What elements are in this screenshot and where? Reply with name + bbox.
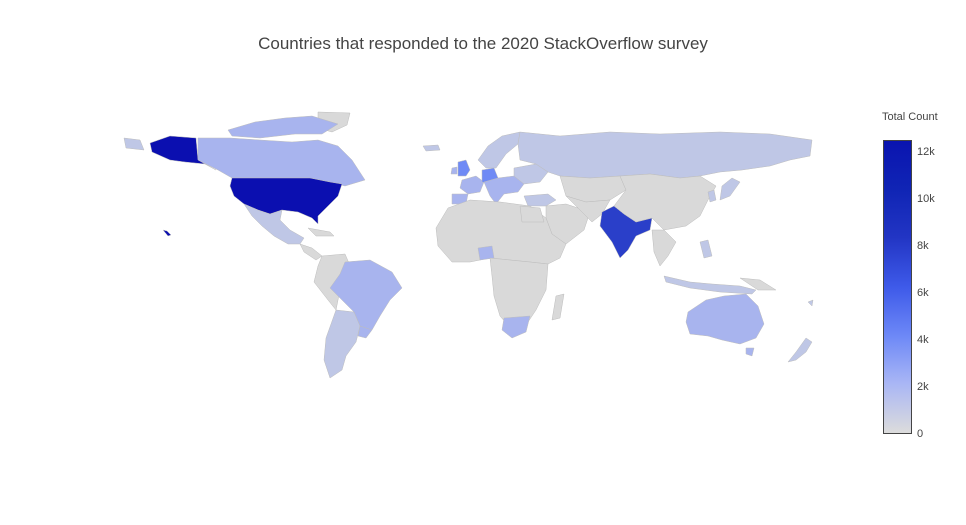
country-china[interactable] bbox=[613, 173, 717, 231]
region-middle-east[interactable] bbox=[523, 193, 557, 207]
colorbar-tick-label: 12k bbox=[917, 145, 935, 158]
country-argentina[interactable] bbox=[323, 309, 361, 379]
colorbar-tick-label: 6k bbox=[917, 286, 929, 299]
country-australia[interactable] bbox=[685, 293, 765, 345]
country-mexico[interactable] bbox=[243, 203, 305, 245]
country-russia-west-edge[interactable] bbox=[123, 137, 145, 151]
country-ireland[interactable] bbox=[450, 166, 458, 175]
country-papua[interactable] bbox=[739, 277, 777, 291]
country-united-kingdom[interactable] bbox=[457, 159, 471, 177]
country-alaska[interactable] bbox=[149, 135, 217, 171]
colorbar-tick-label: 2k bbox=[917, 380, 929, 393]
country-japan[interactable] bbox=[719, 177, 741, 201]
region-central-europe[interactable] bbox=[483, 175, 525, 205]
country-russia-east-edge[interactable] bbox=[807, 299, 814, 307]
country-hawaii[interactable] bbox=[162, 229, 172, 237]
colorbar-tick-label: 0 bbox=[917, 428, 924, 440]
region-indonesia[interactable] bbox=[663, 275, 757, 295]
country-france[interactable] bbox=[459, 175, 485, 195]
country-canada-arctic[interactable] bbox=[227, 115, 339, 139]
country-uruguay[interactable] bbox=[357, 325, 373, 339]
country-tasmania[interactable] bbox=[745, 347, 755, 357]
region-africa-south[interactable] bbox=[489, 257, 549, 331]
colorbar-tick-label: 4k bbox=[917, 333, 929, 346]
country-iceland[interactable] bbox=[422, 144, 441, 152]
colorbar-gradient bbox=[883, 140, 912, 434]
country-philippines[interactable] bbox=[699, 239, 713, 259]
country-south-africa[interactable] bbox=[501, 315, 531, 339]
country-nigeria[interactable] bbox=[477, 245, 495, 261]
country-madagascar[interactable] bbox=[551, 293, 565, 321]
country-korea[interactable] bbox=[707, 189, 717, 203]
region-central-america[interactable] bbox=[299, 227, 335, 261]
country-scandinavia[interactable] bbox=[477, 131, 521, 169]
country-canada[interactable] bbox=[197, 137, 366, 187]
colorbar-tick-label: 10k bbox=[917, 192, 935, 205]
colorbar-title: Total Count bbox=[882, 111, 938, 123]
chart-title: Countries that responded to the 2020 Sta… bbox=[258, 34, 708, 53]
country-new-zealand[interactable] bbox=[787, 337, 813, 363]
country-egypt[interactable] bbox=[519, 205, 545, 223]
region-southeast-asia[interactable] bbox=[651, 229, 677, 267]
country-russia[interactable] bbox=[517, 131, 813, 179]
colorbar-tick-label: 8k bbox=[917, 239, 929, 252]
country-united-states[interactable] bbox=[229, 177, 343, 225]
